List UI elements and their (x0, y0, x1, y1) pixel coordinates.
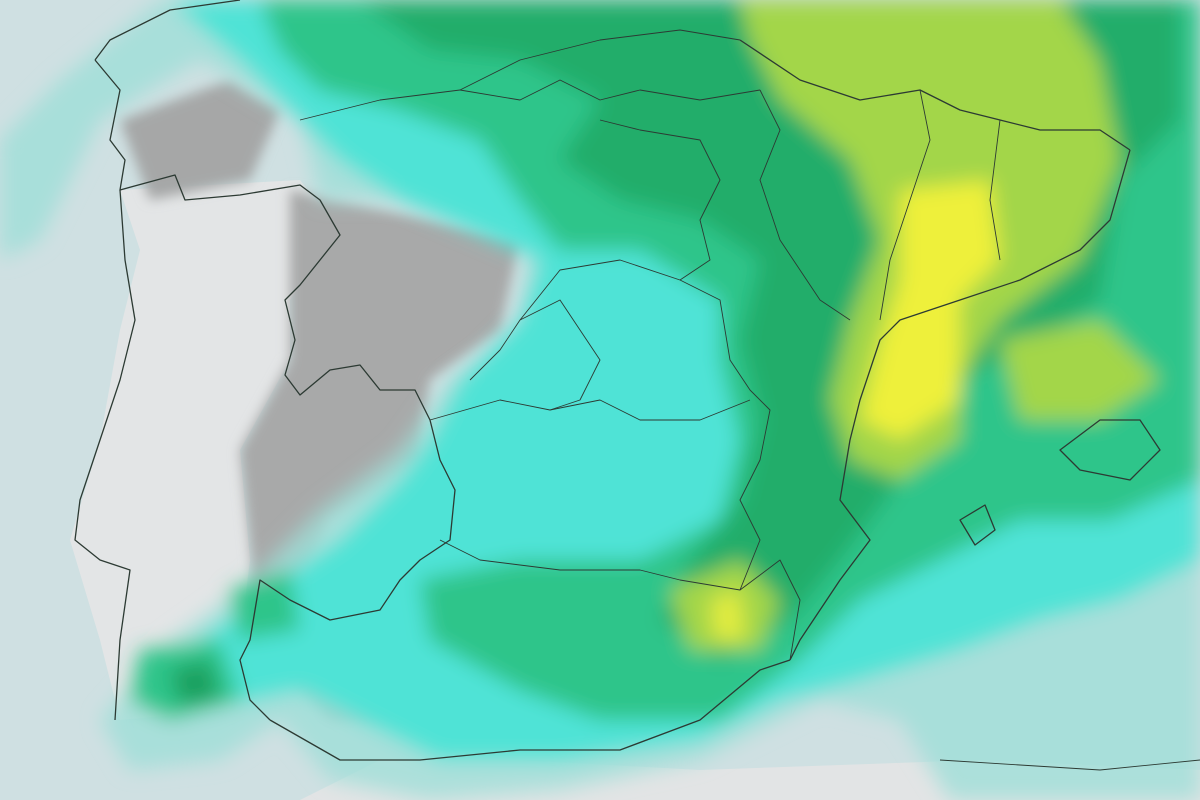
dry-area (120, 80, 520, 720)
borders (74, 0, 1200, 771)
portugal-land (70, 180, 340, 720)
